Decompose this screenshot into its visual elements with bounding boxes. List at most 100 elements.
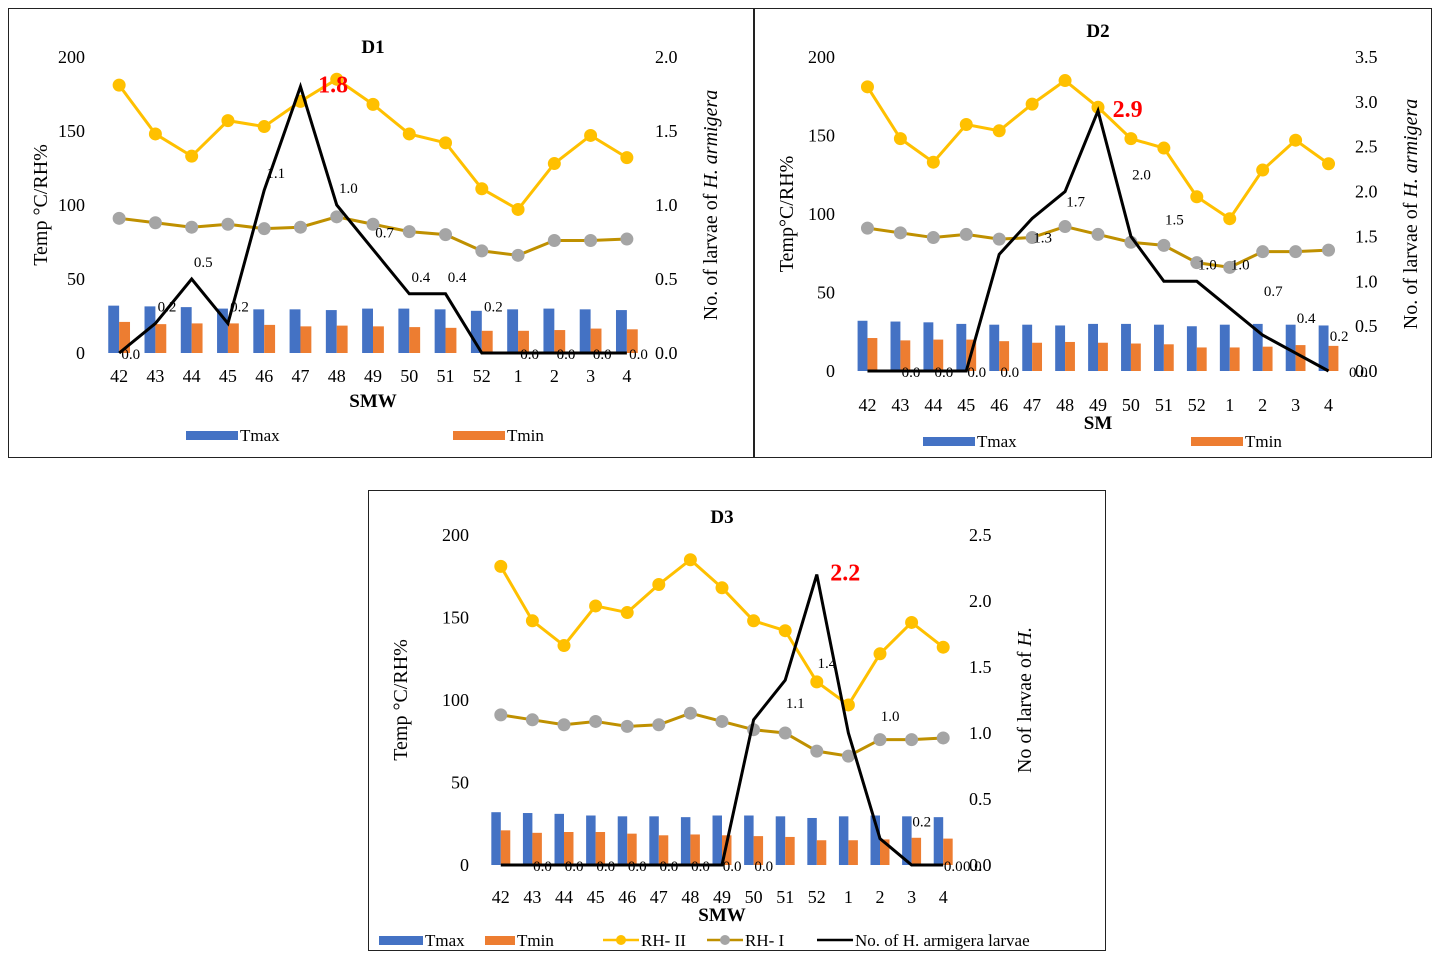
- d3-legend-marker: [720, 935, 730, 945]
- d3-point-rh1: [683, 706, 697, 720]
- d3-ytick-left: 0: [460, 855, 469, 875]
- d1-point-rh2: [547, 157, 561, 171]
- d1-data-label: 0.2: [230, 299, 249, 315]
- d3-legend-swatch: [379, 936, 423, 945]
- d2-ytick-left: 150: [808, 126, 835, 146]
- d2-point-rh2: [1322, 157, 1336, 171]
- d3-bar-tmax: [838, 816, 849, 865]
- d1-data-label: 1.1: [266, 166, 285, 182]
- d1-point-rh2: [439, 136, 453, 150]
- d1-point-rh1: [584, 234, 598, 248]
- d3-ytick-left: 100: [442, 690, 469, 710]
- d2-bar-tmin: [1098, 342, 1108, 371]
- d1-bar-tmax: [325, 310, 337, 353]
- d2-xtick: 1: [1225, 395, 1234, 415]
- d1-xtick: 52: [473, 366, 491, 386]
- d1-xtick: 45: [219, 366, 237, 386]
- d1-data-label: 0.4: [448, 270, 467, 286]
- d3-data-label: 0.0: [754, 859, 773, 875]
- d2-point-rh2: [1157, 141, 1171, 155]
- d3-data-label: 0.0: [628, 859, 647, 875]
- d3-point-rh1: [936, 731, 950, 745]
- d2-bar-tmax: [1153, 324, 1164, 371]
- d3-bar-tmin: [500, 830, 511, 865]
- d1-bar-tmax: [362, 308, 373, 353]
- d3-data-label: 0.0: [944, 859, 963, 875]
- d2-legend-item: Tmin: [1191, 432, 1282, 451]
- d3-bar-tmax: [744, 815, 754, 865]
- d1-xlabel: SMW: [349, 391, 397, 412]
- d2-ylabel-left: Temp°C/RH%: [776, 156, 798, 273]
- d1-point-rh2: [402, 127, 416, 141]
- d3-point-rh2: [494, 559, 508, 573]
- d1-xtick: 2: [550, 366, 559, 386]
- d1-ylabel-right: No. of larvae of H. armigera: [700, 90, 722, 321]
- d1-bar-tmin: [336, 325, 348, 353]
- d3-bar-tmin: [595, 832, 606, 865]
- d1-bar-tmax: [398, 308, 410, 353]
- d3-legend-item: RH- II: [603, 931, 686, 950]
- d1-point-rh2: [185, 149, 199, 163]
- d3-xlabel: SMW: [698, 905, 746, 926]
- d3-bar-tmin: [753, 836, 764, 865]
- d1-ytick-left: 150: [58, 121, 85, 141]
- d1-data-label: 0.0: [121, 347, 140, 363]
- d1-ylabel-right-part1: No. of larvae of: [700, 189, 722, 321]
- d2-bar-tmax: [857, 320, 868, 371]
- d1-point-rh1: [439, 228, 453, 242]
- d1-ytick-right: 1.0: [655, 195, 678, 215]
- d2-bar-tmax: [1318, 325, 1329, 371]
- d2-xtick: 48: [1056, 395, 1074, 415]
- d1-point-rh2: [330, 72, 344, 86]
- d3-xtick: 49: [713, 887, 731, 907]
- d1-ylabel-right-part2: H. armigera: [700, 90, 722, 190]
- d2-data-label: 1.0: [1198, 257, 1217, 273]
- d1-data-label: 0.4: [411, 270, 430, 286]
- d1-legend-swatch: [453, 431, 505, 440]
- d2-xtick: 51: [1155, 395, 1173, 415]
- d1-point-rh1: [330, 210, 344, 224]
- d1-point-rh2: [366, 97, 380, 111]
- d2-bar-tmax: [1055, 325, 1066, 371]
- d1-xtick: 51: [437, 366, 455, 386]
- d2-ytick-left: 50: [817, 283, 835, 303]
- d3-bar-tmax: [649, 816, 659, 865]
- chart-panel-d3: D3 0 50 100 150 200 0.0 0.5 1.0 1.5 2.0 2.5 Temp °C/…: [368, 490, 1106, 951]
- d3-point-rh2: [652, 578, 666, 591]
- d2-point-rh1: [1289, 245, 1303, 259]
- d1-bar-tmax: [434, 309, 446, 353]
- d3-point-rh2: [905, 615, 919, 629]
- d1-data-label: 0.2: [158, 299, 177, 315]
- d3-ytick-left: 200: [442, 525, 469, 545]
- d3-legend-item: Tmin: [485, 931, 554, 950]
- d1-ytick-right: 2.0: [655, 47, 678, 67]
- d2-bar-tmax: [1022, 324, 1033, 371]
- d3-data-label: 0.2: [912, 815, 931, 831]
- d1-point-rh1: [257, 222, 271, 236]
- d2-data-label: 0.0: [967, 365, 986, 381]
- d1-ylabel-left: Temp °C/RH%: [30, 144, 52, 266]
- d1-point-rh2: [257, 120, 271, 134]
- d3-bar-tmin: [627, 833, 637, 865]
- d3-ytick-right: 2.5: [969, 525, 992, 545]
- d3-xtick: 2: [876, 887, 885, 907]
- d2-bar-tmin: [1065, 341, 1075, 371]
- chart-panel-d1: D1 0 50 100 150 200 0.0 0.5 1.0 1.5 2.0 Temp °C/RH%…: [8, 8, 754, 458]
- d2-ytick-right: 0.5: [1355, 316, 1378, 336]
- d2-bar-tmin: [1130, 343, 1141, 371]
- d2-bar-tmax: [989, 324, 1000, 371]
- d2-xtick: 47: [1023, 395, 1041, 415]
- d2-bar-tmax: [956, 323, 967, 371]
- d3-bar-tmax: [522, 813, 533, 865]
- d1-xtick: 49: [364, 366, 382, 386]
- d2-point-rh2: [992, 124, 1006, 138]
- d1-data-label: 0.0: [629, 347, 648, 363]
- d1-point-rh1: [402, 225, 416, 239]
- d2-xtick: 49: [1089, 395, 1107, 415]
- d2-ylabel-right-part2: H. armigera: [1400, 99, 1422, 199]
- d2-bar-tmin: [1262, 346, 1273, 371]
- d3-bar-tmin: [848, 840, 858, 865]
- d3-data-label: 0.0: [660, 859, 679, 875]
- d1-legend-item: Tmin: [453, 426, 544, 445]
- d3-xtick: 48: [681, 887, 699, 907]
